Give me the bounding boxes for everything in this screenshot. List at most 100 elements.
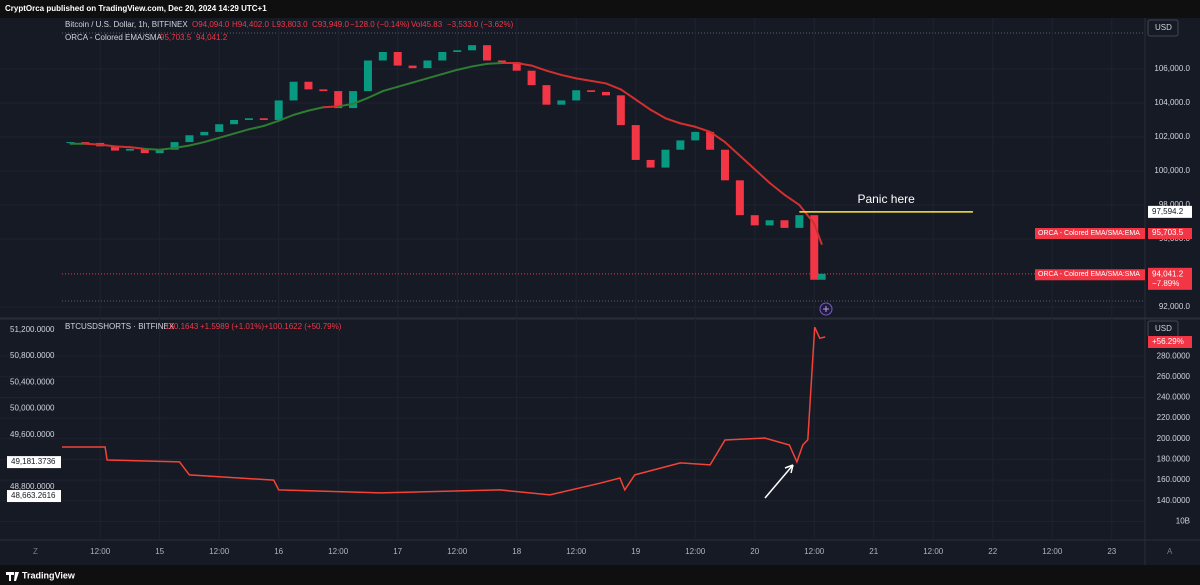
x-tick-label: 22	[988, 547, 997, 556]
symbol: Bitcoin / U.S. Dollar, 1h, BITFINEX	[65, 20, 188, 29]
indicator-segment	[768, 181, 786, 196]
indicator-segment	[233, 128, 250, 135]
x-tick-label: 20	[750, 547, 759, 556]
y2-tick-label: 50,400.0000	[10, 377, 55, 386]
candle	[319, 89, 328, 92]
annotation-badge: 97,594.2	[1152, 207, 1184, 216]
indicator-segment	[262, 119, 280, 127]
y-tick-label: 106,000.0	[1154, 64, 1190, 73]
x-tick-label: 17	[393, 547, 402, 556]
indicator-segment	[634, 98, 652, 111]
indicator-badge-bg	[1148, 228, 1192, 240]
y2-tick-label: 50,000.0000	[10, 404, 55, 413]
candle	[512, 62, 521, 71]
indicator-segment	[515, 62, 533, 67]
indicator-segment	[813, 222, 823, 246]
indicator-segment	[322, 105, 340, 109]
indicator-segment	[679, 122, 697, 128]
brand: TradingView	[22, 570, 76, 580]
candle	[304, 81, 313, 90]
y-tick-label: 92,000.0	[1159, 302, 1191, 311]
indicator-segment	[441, 68, 459, 76]
indicator-segment	[292, 109, 310, 116]
shorts-badge: +56.29%	[1152, 337, 1184, 346]
indicator-segment	[99, 143, 117, 148]
x-tick-label: 23	[1107, 547, 1116, 556]
candle	[289, 81, 298, 101]
x-tick-label: 12:00	[1042, 547, 1063, 556]
candle	[363, 60, 372, 92]
axis-button[interactable]: A	[1167, 547, 1173, 556]
currency-box[interactable]	[1147, 19, 1179, 37]
x-tick-label: 12:00	[209, 547, 230, 556]
marker-plus	[823, 306, 829, 312]
indicator-segment	[337, 102, 355, 108]
candle	[408, 65, 417, 69]
arrow	[764, 464, 794, 499]
candle	[810, 215, 819, 280]
indicator-segment	[396, 81, 414, 88]
candle	[616, 95, 625, 126]
y-tick-label: 98,000.0	[1159, 200, 1191, 209]
y2-tick-label: 51,200.0000	[10, 325, 55, 334]
volume-change: −3,533.0 (−3.62%)	[447, 20, 514, 29]
low: L93,803.0	[272, 20, 308, 29]
labels: 12:00 15 12:00 16 12:00 17 12:00 18 12:00 19 12:00…	[7, 64, 1192, 556]
y-tick-label: 220.0000	[1157, 413, 1191, 422]
indicator-segment	[247, 124, 265, 131]
candle	[601, 91, 610, 96]
x-tick-label: 12:00	[685, 547, 706, 556]
publisher: CryptOrca published on TradingView.com, …	[5, 4, 267, 13]
indicator-segment	[143, 147, 161, 151]
x-tick-label: 12:00	[923, 547, 944, 556]
candle	[631, 125, 640, 160]
shorts-change: +1.5989 (+1.01%)	[200, 322, 264, 331]
indicator-segment	[128, 146, 146, 150]
indicator-segment	[545, 69, 563, 76]
y-tick-label: 200.0000	[1157, 434, 1191, 443]
y2-badge-bg	[7, 456, 61, 469]
indicator-name: ORCA - Colored EMA/SMA	[65, 33, 163, 42]
candle	[527, 70, 536, 86]
currency: USD	[1155, 23, 1172, 32]
candle	[676, 140, 685, 150]
indicator-segment	[723, 141, 741, 157]
candle	[557, 100, 566, 105]
x-tick-label: 18	[512, 547, 521, 556]
indicator-segment	[381, 85, 399, 93]
indicator-segment	[709, 130, 726, 144]
candle	[482, 45, 491, 61]
shorts-change-total: +100.1622 (+50.79%)	[264, 322, 342, 331]
y-tick-label: 180.0000	[1157, 455, 1191, 464]
y2-badge-bg	[7, 490, 61, 503]
candle	[646, 159, 655, 168]
x-tick-label: 12:00	[566, 547, 587, 556]
indicator-segment	[798, 203, 816, 225]
y2-tick-label: 48,800.0000	[10, 482, 55, 491]
arrow-head	[784, 464, 794, 474]
indicator-segment	[277, 113, 295, 122]
candle	[497, 60, 506, 63]
y-tick-label: 104,000.0	[1154, 98, 1190, 107]
indicator-badge-name: ORCA - Colored EMA/SMA:EMA	[1038, 230, 1140, 237]
x-tick-label: 16	[274, 547, 283, 556]
current-change: −7.89%	[1152, 279, 1179, 288]
indicator-segment	[203, 136, 221, 144]
indicator-segment	[530, 64, 548, 72]
candle	[423, 60, 432, 69]
indicator-segment	[114, 145, 131, 149]
candle	[66, 142, 75, 144]
candle	[244, 118, 253, 120]
y2-badge: 49,181.3736	[11, 457, 56, 466]
candle	[765, 220, 774, 226]
indicator-ema: 95,703.5	[160, 33, 192, 42]
axis-button[interactable]: Z	[33, 547, 38, 556]
indicator-sma: 94,041.2	[196, 33, 228, 42]
close: C93,949.0	[312, 20, 349, 29]
y-tick-label: 100,000.0	[1154, 166, 1190, 175]
grid	[0, 18, 1145, 540]
shorts-quote: 160.1643	[165, 322, 199, 331]
indicator-segment	[590, 79, 607, 85]
